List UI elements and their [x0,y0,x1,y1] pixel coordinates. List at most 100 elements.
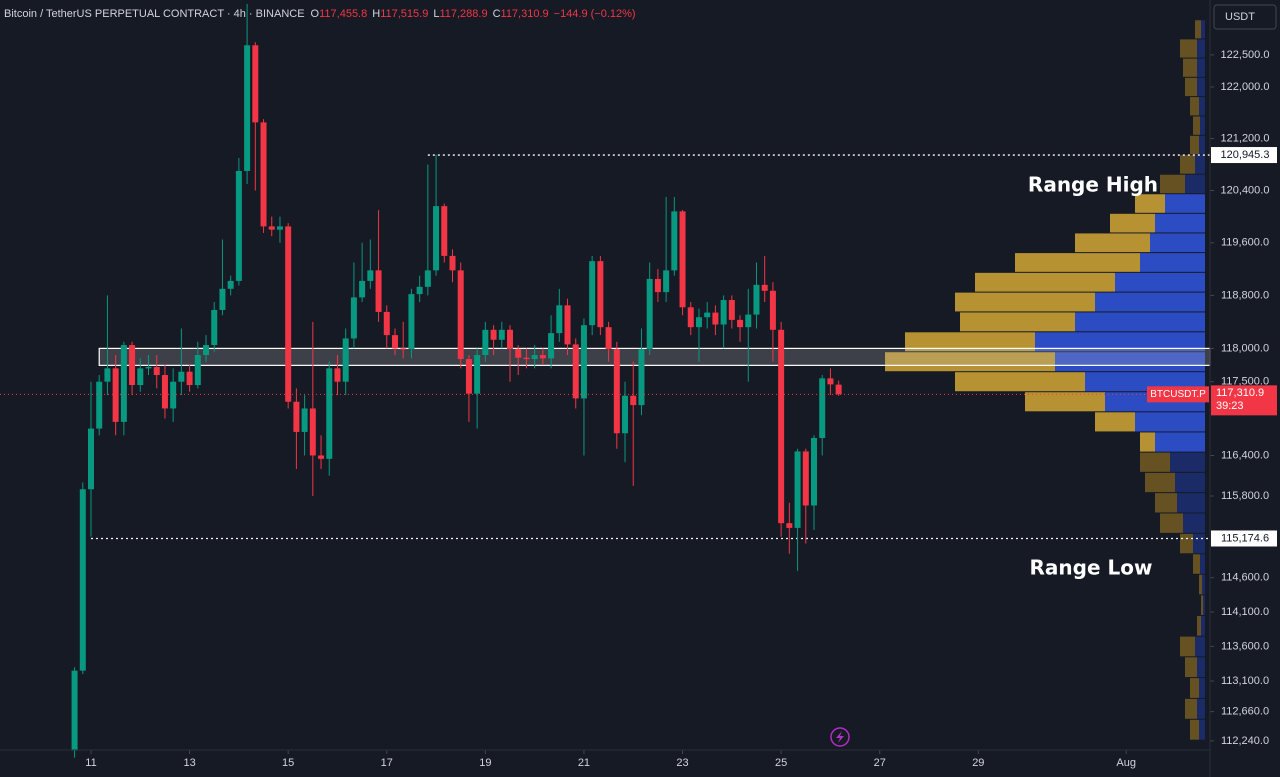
candle-body [802,451,809,506]
y-tick-label: 113,100.0 [1221,675,1269,687]
candle-body [605,327,612,350]
volume-bar [1197,615,1201,636]
candle-body [441,206,448,256]
y-tick-label: 114,100.0 [1221,606,1269,618]
volume-bar [1183,58,1197,77]
y-tick-label: 118,800.0 [1221,289,1269,301]
volume-bar [1075,312,1205,332]
volume-bar [1135,412,1205,432]
candle-body [104,368,111,382]
volume-bar [1180,155,1195,174]
volume-bar [1025,392,1105,412]
candle-body [186,371,193,386]
alert-circle[interactable] [830,727,850,747]
volume-bar [1150,233,1205,253]
volume-bar [1201,20,1205,39]
y-tick-label: 112,660.0 [1221,706,1269,718]
candle-body [260,122,267,227]
candle-body [334,368,341,382]
volume-bar [1015,253,1140,272]
candle-body [359,280,366,298]
high-value: 117,515.9 [380,8,428,20]
volume-bar [1203,595,1205,615]
volume-bar [1135,194,1165,213]
candle-body [137,368,144,386]
candle-body [367,270,374,281]
volume-bar [1197,77,1205,97]
y-tick-label: 122,000.0 [1221,81,1270,93]
candle-body [474,355,481,394]
candle-body [457,270,464,360]
candle-body [301,408,308,432]
candle-body [810,437,817,506]
candle-body [515,349,522,358]
x-tick-label: 25 [775,757,787,769]
candle-body [227,280,234,289]
alert-bolt[interactable] [836,731,844,743]
volume-bar [1195,155,1205,174]
y-tick-label: 118,000.0 [1221,342,1269,354]
candle-body [424,270,431,287]
candle-body [120,345,127,422]
volume-bar [1155,213,1205,233]
candle-body [507,329,514,350]
open-value: 117,455.8 [319,8,367,20]
candle-body [145,367,152,369]
candle-body [761,284,768,291]
volume-bar [1165,194,1205,213]
volume-bar [1177,493,1205,513]
volume-bar [1197,698,1205,719]
symbol-tag-box [1147,386,1209,403]
candle-body [71,670,78,751]
candle-body [778,329,785,524]
candle-body [498,329,505,340]
y-tick-label: 112,240.0 [1221,735,1269,747]
volume-bar [1185,657,1197,678]
volume-bar [1199,135,1205,155]
candle-body [482,329,489,356]
currency-label[interactable]: USDT [1225,11,1255,23]
symbol: Bitcoin / TetherUS PERPETUAL CONTRACT · … [4,8,305,20]
volume-bar [1193,554,1200,574]
volume-bar [1200,116,1205,135]
candle-body [416,286,423,295]
volume-bar [1183,513,1205,533]
candle-body [556,305,563,334]
candle-body [433,206,440,271]
candle-body [638,349,645,406]
y-tick-label: 120,400.0 [1221,184,1270,196]
candle-body [96,381,103,429]
candle-body [490,329,497,340]
volume-bar [1110,213,1155,233]
volume-bar [1195,636,1205,657]
volume-bar [1185,77,1197,97]
candle-body [129,345,136,386]
volume-bar [1193,116,1200,135]
alert-icon[interactable] [830,727,850,747]
candle-body [663,270,670,293]
candle-body [449,255,456,271]
candle-body [835,384,842,395]
y-tick-label: 116,400.0 [1221,449,1269,461]
volume-bar [1180,39,1197,58]
volume-bar [1145,472,1175,493]
volume-bar [885,352,1055,372]
candle-body [383,311,390,336]
x-tick-label: 27 [874,757,886,769]
y-tick-label: 122,500.0 [1221,49,1270,61]
currency-button[interactable] [1213,4,1277,30]
price-tag-box [1211,385,1277,416]
candle-body [745,314,752,328]
candle-body [252,45,259,123]
candle-body [737,319,744,328]
volume-bar [1200,554,1205,574]
candle-body [827,378,834,385]
candle-body [211,309,218,346]
zone [98,347,1211,366]
candle-body [539,355,546,359]
candle-body [112,368,119,422]
candle-body [326,368,333,459]
low-label: L [433,8,439,20]
volume-bar [960,312,1075,332]
